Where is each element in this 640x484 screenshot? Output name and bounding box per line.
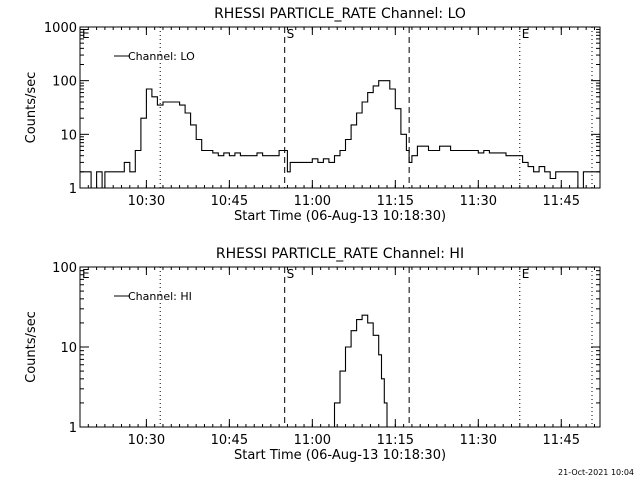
x-tick-label: 11:15 (377, 194, 414, 209)
y-tick-label: 100 (52, 75, 77, 90)
x-tick-label: 11:30 (460, 194, 497, 209)
series-line-0 (331, 314, 388, 428)
legend-entry: Channel: HI (128, 290, 192, 303)
x-axis-label: Start Time (06-Aug-13 10:18:30) (234, 448, 446, 463)
x-tick-label: 11:45 (543, 194, 580, 209)
x-tick-label: 10:30 (128, 194, 165, 209)
x-tick-label: 11:45 (543, 433, 580, 448)
series-line-0 (80, 80, 600, 189)
marker-label: E (82, 27, 90, 41)
marker-label: E (522, 267, 530, 281)
marker-label: E (82, 267, 90, 281)
chart-panel-lo: RHESSI PARTICLE_RATE Channel: LO 1 10 100 10… (24, 6, 601, 224)
x-tick-label: 10:30 (128, 433, 165, 448)
x-tick-label: 11:00 (294, 433, 331, 448)
y-axis-label: Counts/sec (24, 72, 39, 144)
x-axis-label: Start Time (06-Aug-13 10:18:30) (234, 209, 446, 224)
y-tick-label: 1000 (44, 21, 77, 36)
x-tick-label: 11:30 (460, 433, 497, 448)
y-tick-label: 100 (52, 261, 77, 276)
y-tick-label: 10 (60, 341, 77, 356)
marker-label: S (287, 27, 295, 41)
x-tick-label: 10:45 (211, 433, 248, 448)
y-axis-label: Counts/sec (24, 311, 39, 383)
chart-title: RHESSI PARTICLE_RATE Channel: LO (214, 6, 466, 22)
footer-timestamp: 21-Oct-2021 10:04 (558, 468, 634, 477)
x-tick-label: 11:00 (294, 194, 331, 209)
plot-frame (79, 26, 601, 189)
y-tick-label: 1 (69, 182, 77, 197)
x-tick-label: 11:15 (377, 433, 414, 448)
chart-title: RHESSI PARTICLE_RATE Channel: HI (216, 246, 464, 262)
y-tick-label: 1 (69, 421, 77, 436)
marker-label: S (287, 267, 295, 281)
legend-entry: Channel: LO (128, 50, 195, 63)
x-tick-label: 10:45 (211, 194, 248, 209)
marker-label: E (522, 27, 530, 41)
y-tick-label: 10 (60, 128, 77, 143)
chart-panel-hi: RHESSI PARTICLE_RATE Channel: HI 1 10 100 10… (24, 246, 601, 463)
